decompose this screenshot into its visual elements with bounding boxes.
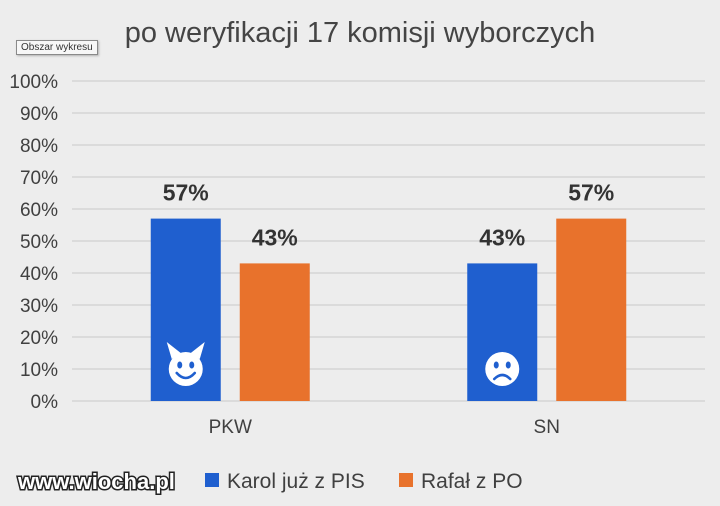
y-tick-label: 90% bbox=[20, 104, 58, 125]
bars: 57% 43% 43% 57% bbox=[150, 180, 627, 401]
smiling-devil-icon bbox=[166, 342, 205, 386]
legend-swatch bbox=[399, 473, 413, 487]
x-tick-label: SN bbox=[534, 417, 560, 438]
y-tick-label: 30% bbox=[20, 296, 58, 317]
y-tick-label: 0% bbox=[31, 392, 59, 413]
chart-area-tooltip: Obszar wykresu bbox=[16, 40, 98, 55]
bar-sn-series-2 bbox=[556, 218, 627, 401]
chart-title: po weryfikacji 17 komisji wyborczych bbox=[125, 17, 596, 49]
legend-swatch bbox=[205, 473, 219, 487]
legend-label: Rafał z PO bbox=[421, 470, 523, 493]
y-tick-label: 50% bbox=[20, 232, 58, 253]
legend-label: Karol już z PIS bbox=[227, 470, 365, 493]
legend: Karol już z PIS Rafał z PO bbox=[205, 470, 523, 493]
y-tick-label: 40% bbox=[20, 264, 58, 285]
y-tick-label: 20% bbox=[20, 328, 58, 349]
y-tick-label: 60% bbox=[20, 200, 58, 221]
bar-pkw-series-2 bbox=[239, 263, 310, 401]
y-tick-label: 10% bbox=[20, 360, 58, 381]
sad-face-icon bbox=[485, 352, 520, 386]
x-tick-label: PKW bbox=[209, 417, 252, 438]
x-axis: PKW SN bbox=[209, 417, 560, 438]
y-axis: 0% 10% 20% 30% 40% 50% 60% 70% 80% 90% 100% bbox=[9, 72, 58, 413]
y-tick-label: 80% bbox=[20, 136, 58, 157]
data-label: 43% bbox=[252, 224, 298, 250]
data-label: 57% bbox=[568, 180, 614, 206]
watermark: www.wiocha.pl bbox=[17, 469, 175, 494]
data-label: 57% bbox=[163, 180, 209, 206]
y-tick-label: 70% bbox=[20, 168, 58, 189]
data-label: 43% bbox=[479, 224, 525, 250]
y-tick-label: 100% bbox=[9, 72, 58, 93]
